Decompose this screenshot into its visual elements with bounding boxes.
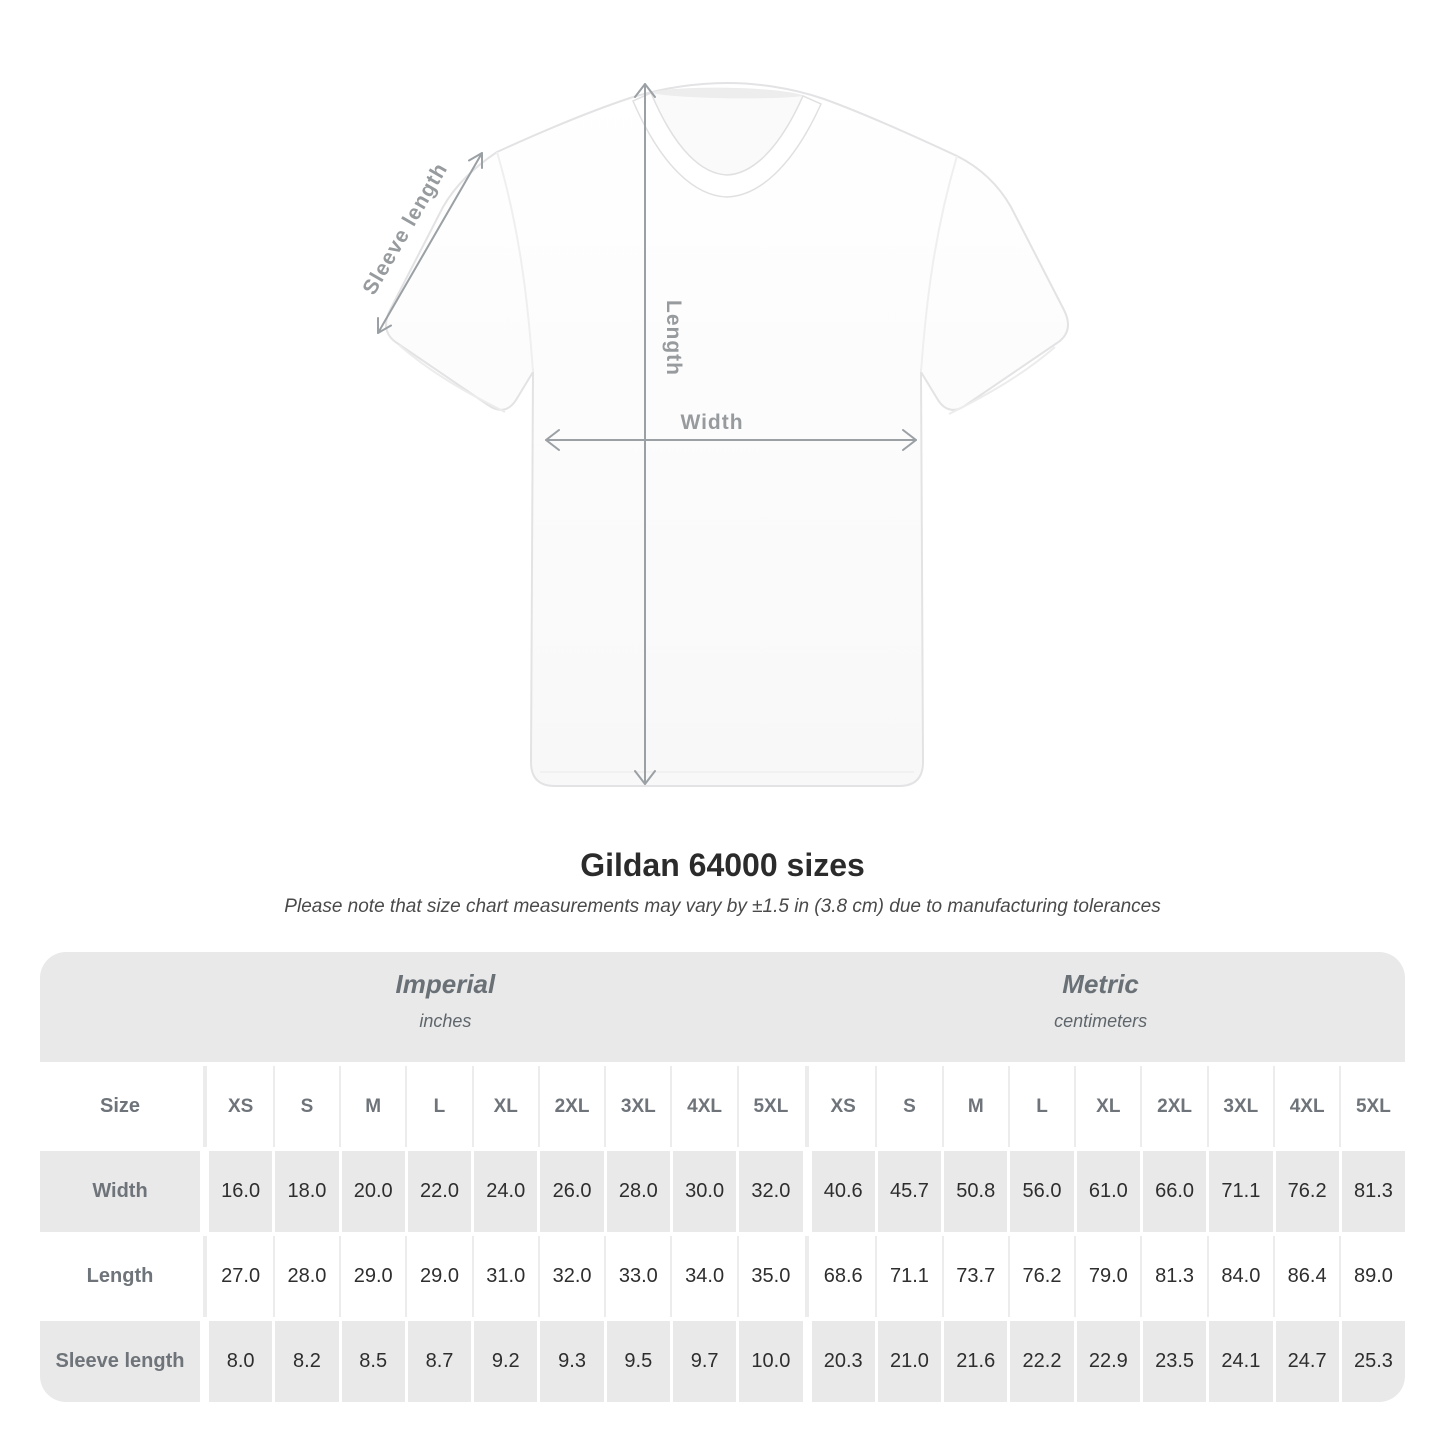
size-header-cell: 4XL xyxy=(1272,1066,1339,1147)
size-header-cell: 5XL xyxy=(736,1066,802,1147)
size-header-cell: 2XL xyxy=(537,1066,603,1147)
value-cell: 86.4 xyxy=(1272,1236,1339,1317)
unit-header-band: Imperial inches Metric centimeters xyxy=(40,952,1405,1062)
value-cell: 68.6 xyxy=(805,1236,875,1317)
value-cell: 71.1 xyxy=(1209,1151,1273,1232)
value-cell: 27.0 xyxy=(202,1236,272,1317)
value-cell: 24.0 xyxy=(474,1151,538,1232)
value-cell: 21.6 xyxy=(944,1321,1008,1402)
value-cell: 20.3 xyxy=(811,1321,875,1402)
size-header-cell: 4XL xyxy=(670,1066,736,1147)
value-cell: 28.0 xyxy=(272,1236,338,1317)
value-cell: 71.1 xyxy=(875,1236,941,1317)
unit-group-metric: Metric centimeters xyxy=(1054,969,1147,1032)
width-arrow xyxy=(545,429,917,451)
value-cell: 76.2 xyxy=(1275,1151,1339,1232)
value-cell: 30.0 xyxy=(672,1151,737,1232)
table-row-sleeve-length: Sleeve length 8.0 8.2 8.5 8.7 9.2 9.3 9.… xyxy=(40,1321,1406,1402)
value-cell: 9.3 xyxy=(540,1321,604,1402)
imperial-label: Imperial xyxy=(395,969,496,999)
table-row-width: Width 16.0 18.0 20.0 22.0 24.0 26.0 28.0… xyxy=(40,1151,1406,1232)
value-cell: 18.0 xyxy=(275,1151,339,1232)
size-header-cell: XS xyxy=(805,1066,875,1147)
size-header-cell: 3XL xyxy=(1206,1066,1272,1147)
value-cell: 22.9 xyxy=(1076,1321,1140,1402)
value-cell: 50.8 xyxy=(944,1151,1008,1232)
size-header-cell: 3XL xyxy=(604,1066,670,1147)
value-cell: 24.7 xyxy=(1275,1321,1339,1402)
value-cell: 34.0 xyxy=(670,1236,736,1317)
width-label: Width xyxy=(680,411,743,434)
value-cell: 56.0 xyxy=(1010,1151,1074,1232)
size-header-cell: L xyxy=(405,1066,471,1147)
table-row-length: Length 27.0 28.0 29.0 29.0 31.0 32.0 33.… xyxy=(40,1236,1405,1317)
value-cell: 22.2 xyxy=(1010,1321,1074,1402)
value-cell: 8.7 xyxy=(407,1321,472,1402)
value-cell: 32.0 xyxy=(739,1151,803,1232)
value-cell: 32.0 xyxy=(537,1236,603,1317)
value-cell: 16.0 xyxy=(209,1151,273,1232)
value-cell: 61.0 xyxy=(1076,1151,1140,1232)
size-header-cell: 5XL xyxy=(1339,1066,1405,1147)
value-cell: 66.0 xyxy=(1142,1151,1207,1232)
value-cell: 8.0 xyxy=(209,1321,273,1402)
value-cell: 26.0 xyxy=(540,1151,604,1232)
value-cell: 8.5 xyxy=(341,1321,405,1402)
value-cell: 20.0 xyxy=(341,1151,405,1232)
size-chart-table: Imperial inches Metric centimeters Size … xyxy=(40,952,1406,1402)
value-cell: 76.2 xyxy=(1007,1236,1073,1317)
value-cell: 73.7 xyxy=(941,1236,1007,1317)
metric-label: Metric xyxy=(1062,969,1139,999)
row-label: Width xyxy=(40,1151,200,1232)
value-cell: 89.0 xyxy=(1339,1236,1405,1317)
value-cell: 81.3 xyxy=(1140,1236,1206,1317)
size-header-cell: 2XL xyxy=(1140,1066,1206,1147)
value-cell: 84.0 xyxy=(1206,1236,1272,1317)
table-header-row: Size XS S M L XL 2XL 3XL 4XL 5XL XS S M … xyxy=(40,1066,1405,1147)
length-arrow xyxy=(634,83,656,785)
value-cell: 35.0 xyxy=(736,1236,802,1317)
value-cell: 79.0 xyxy=(1074,1236,1140,1317)
tolerance-note: Please note that size chart measurements… xyxy=(284,896,1161,917)
unit-group-imperial: Imperial inches xyxy=(396,969,496,1032)
size-header-cell: L xyxy=(1007,1066,1073,1147)
value-cell: 8.2 xyxy=(275,1321,339,1402)
value-cell: 29.0 xyxy=(405,1236,471,1317)
value-cell: 45.7 xyxy=(877,1151,942,1232)
size-header-cell: S xyxy=(272,1066,338,1147)
size-header-cell: XL xyxy=(471,1066,537,1147)
size-header-cell: M xyxy=(339,1066,405,1147)
value-cell: 21.0 xyxy=(877,1321,942,1402)
page-title: Gildan 64000 sizes xyxy=(580,847,865,883)
row-label: Length xyxy=(86,1265,154,1287)
length-label: Length xyxy=(662,300,685,376)
value-cell: 9.7 xyxy=(672,1321,737,1402)
row-label: Sleeve length xyxy=(40,1321,200,1402)
value-cell: 31.0 xyxy=(471,1236,537,1317)
value-cell: 24.1 xyxy=(1209,1321,1273,1402)
size-column-header: Size xyxy=(99,1095,141,1117)
size-header-cell: S xyxy=(875,1066,941,1147)
value-cell: 10.0 xyxy=(739,1321,803,1402)
value-cell: 33.0 xyxy=(604,1236,670,1317)
value-cell: 25.3 xyxy=(1341,1321,1406,1402)
value-cell: 22.0 xyxy=(407,1151,472,1232)
metric-unit: centimeters xyxy=(1054,1011,1148,1031)
sleeve-length-arrow xyxy=(377,152,483,334)
size-header-cell: M xyxy=(941,1066,1007,1147)
value-cell: 23.5 xyxy=(1142,1321,1207,1402)
size-header-cell: XL xyxy=(1074,1066,1140,1147)
imperial-unit: inches xyxy=(419,1011,472,1031)
value-cell: 28.0 xyxy=(606,1151,670,1232)
tshirt-graphic xyxy=(384,81,1070,787)
value-cell: 9.5 xyxy=(606,1321,670,1402)
value-cell: 9.2 xyxy=(474,1321,538,1402)
value-cell: 81.3 xyxy=(1341,1151,1406,1232)
value-cell: 40.6 xyxy=(811,1151,875,1232)
value-cell: 29.0 xyxy=(339,1236,405,1317)
tshirt-measurement-diagram: Width Length Sleeve length xyxy=(358,81,1070,787)
size-header-cell: XS xyxy=(202,1066,272,1147)
